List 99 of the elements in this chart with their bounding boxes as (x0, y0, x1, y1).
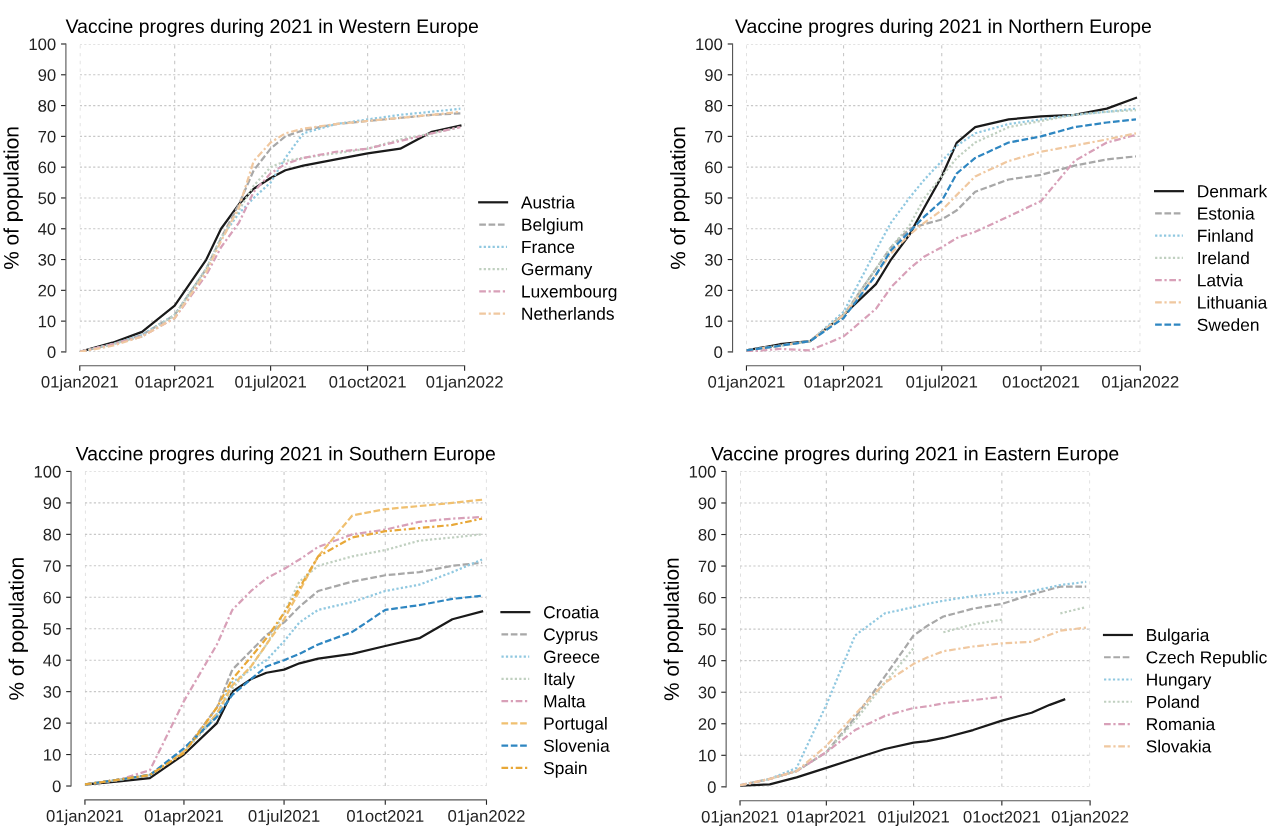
y-tick-label: 30 (38, 253, 56, 266)
y-tick-label: 50 (704, 192, 723, 205)
x-tick-label: 01jan2021 (46, 809, 124, 826)
legend-label: Lithuania (1198, 295, 1268, 309)
x-tick-label: 01apr2021 (144, 810, 223, 826)
legend-label: Croatia (544, 605, 600, 619)
legend-label: Hungary (1147, 673, 1212, 690)
y-tick-label: 30 (698, 686, 716, 699)
y-tick-label: 80 (38, 99, 56, 112)
y-tick-label: 20 (698, 718, 716, 730)
y-tick-label: 70 (698, 560, 716, 573)
legend-label: Luxembourg (522, 284, 617, 302)
y-tick-label: 30 (704, 253, 723, 266)
legend-label: Austria (520, 195, 575, 209)
y-tick-label: 70 (43, 560, 61, 573)
x-tick-label: 01apr2021 (804, 375, 883, 392)
legend-label: Latvia (1198, 273, 1244, 287)
x-tick-label: 01oct2021 (1002, 375, 1080, 388)
legend-label: Slovenia (543, 739, 610, 752)
x-tick-label: 01jan2022 (1102, 375, 1179, 392)
legend-label: Sweden (1197, 318, 1259, 331)
y-tick-label: 10 (705, 315, 723, 328)
y-tick-label: 20 (705, 284, 723, 297)
legend-label: Czech Republic (1146, 650, 1267, 667)
legend-label: Ireland (1198, 251, 1249, 265)
y-tick-label: 60 (43, 591, 61, 604)
y-tick-label: 100 (696, 38, 723, 51)
x-tick-label: 01jul2021 (248, 809, 320, 826)
y-tick-label: 40 (38, 223, 56, 235)
y-tick-label: 10 (44, 748, 61, 761)
legend-label: France (522, 240, 575, 254)
y-tick-label: 70 (38, 130, 56, 143)
legend-label: Belgium (522, 218, 583, 235)
legend-label: Malta (544, 694, 586, 708)
y-tick-label: 0 (714, 346, 723, 359)
y-tick-label: 60 (38, 161, 56, 174)
y-axis-title: % of population (8, 558, 28, 700)
x-tick-label: 01apr2021 (787, 810, 866, 826)
y-tick-label: 90 (705, 69, 723, 81)
y-tick-label: 10 (699, 749, 716, 762)
y-tick-label: 50 (698, 623, 716, 636)
legend-label: Portugal (544, 716, 607, 734)
legend-label: Poland (1147, 695, 1199, 709)
y-tick-label: 10 (38, 315, 56, 328)
y-tick-label: 60 (705, 161, 723, 174)
chart-title: Vaccine progres during 2021 in Western Europe (65, 18, 478, 37)
y-tick-label: 90 (43, 497, 61, 510)
y-tick-label: 50 (38, 192, 56, 205)
legend-label: Estonia (1198, 206, 1255, 220)
x-tick-label: 01jan2021 (708, 375, 785, 392)
legend-label: Spain (543, 761, 587, 778)
chart-title: Vaccine progres during 2021 in Southern Europe (75, 446, 495, 465)
y-tick-label: 50 (43, 623, 61, 635)
y-tick-label: 0 (707, 781, 716, 794)
y-tick-label: 70 (705, 130, 723, 143)
legend-label: Greece (544, 650, 600, 663)
y-tick-label: 20 (38, 284, 56, 297)
legend-label: Italy (544, 672, 575, 689)
y-tick-label: 80 (698, 528, 716, 541)
y-tick-label: 40 (698, 655, 716, 667)
x-tick-label: 01jul2021 (235, 375, 306, 392)
legend-label: Denmark (1198, 184, 1268, 198)
y-tick-label: 40 (43, 654, 61, 667)
x-tick-label: 01oct2021 (347, 810, 424, 822)
chart-title: Vaccine progres during 2021 in Northern Europe (735, 18, 1151, 37)
x-tick-label: 01jan2022 (448, 809, 525, 826)
y-tick-label: 80 (705, 99, 723, 112)
x-tick-label: 01oct2021 (963, 810, 1040, 823)
y-tick-label: 0 (52, 780, 61, 793)
legend-label: Romania (1147, 717, 1216, 731)
legend-label: Netherlands (522, 307, 614, 320)
y-tick-label: 90 (698, 497, 716, 510)
legend-label: Finland (1198, 229, 1253, 242)
x-tick-label: 01apr2021 (135, 375, 214, 392)
x-tick-label: 01jul2021 (878, 810, 949, 826)
x-tick-label: 01oct2021 (329, 375, 406, 388)
y-axis-title: % of population (663, 558, 684, 701)
legend-label: Slovakia (1146, 739, 1212, 753)
legend-label: Germany (521, 263, 593, 279)
x-tick-label: 01jan2021 (701, 810, 779, 826)
y-tick-label: 40 (704, 223, 723, 235)
chart-title: Vaccine progres during 2021 in Eastern Europe (711, 446, 1119, 465)
y-tick-label: 90 (38, 69, 56, 81)
y-axis-title: % of population (670, 127, 690, 270)
y-tick-label: 60 (698, 592, 716, 604)
y-tick-label: 0 (47, 346, 56, 359)
legend-label: Cyprus (544, 628, 598, 645)
y-tick-label: 100 (34, 465, 61, 478)
x-tick-label: 01jan2022 (1051, 810, 1129, 826)
y-tick-label: 100 (689, 465, 716, 478)
y-tick-label: 80 (43, 528, 61, 541)
legend-label: Bulgaria (1147, 628, 1210, 645)
x-tick-label: 01jul2021 (906, 375, 978, 392)
y-tick-label: 100 (29, 38, 56, 51)
x-tick-label: 01jan2021 (41, 375, 118, 392)
x-tick-label: 01jan2022 (426, 375, 503, 392)
y-tick-label: 20 (43, 717, 61, 730)
y-axis-title: % of population (3, 127, 23, 270)
y-tick-label: 30 (43, 686, 61, 698)
